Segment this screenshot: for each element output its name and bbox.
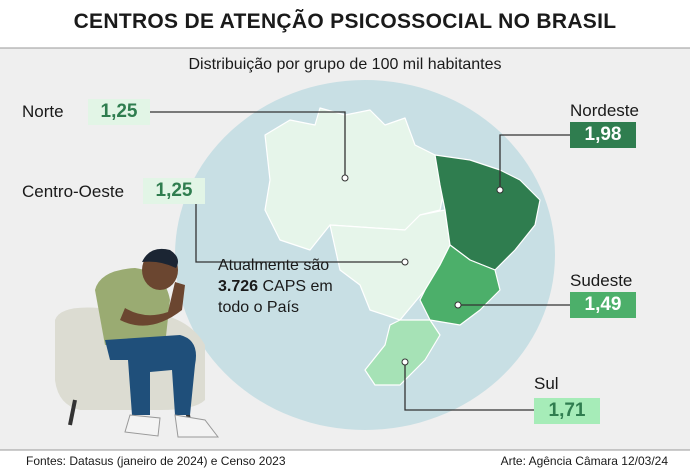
- region-name: Nordeste: [570, 101, 639, 120]
- title: CENTROS DE ATENÇÃO PSICOSSOCIAL NO BRASI…: [73, 10, 617, 33]
- note: Atualmente são 3.726 CAPS em todo o País: [218, 255, 368, 318]
- region-value: 1,98: [584, 124, 622, 145]
- value-box: [88, 99, 150, 125]
- legs: [105, 335, 196, 415]
- region-value: 1,25: [155, 180, 193, 201]
- dot: [496, 186, 504, 194]
- arm: [120, 282, 185, 326]
- value-box: [570, 122, 636, 148]
- region-value: 1,25: [100, 101, 138, 122]
- region-value: 1,49: [584, 294, 622, 315]
- leader: [499, 134, 570, 190]
- shoes: [124, 414, 220, 438]
- dot: [401, 358, 409, 366]
- dot: [341, 174, 349, 182]
- dot: [401, 258, 409, 266]
- credit: Arte: Agência Câmara 12/03/24: [500, 454, 668, 468]
- region-name: Centro-Oeste: [22, 182, 125, 201]
- value-box: [534, 398, 600, 424]
- region-value: 1,71: [548, 400, 586, 421]
- region-name: Sul: [534, 374, 559, 393]
- note-text: CAPS em todo o País: [218, 278, 333, 316]
- leader: [195, 204, 405, 263]
- hair: [142, 248, 178, 268]
- value-box: [143, 178, 205, 204]
- dot: [454, 301, 462, 309]
- subtitle: Distribuição por grupo de 100 mil habita…: [188, 56, 502, 73]
- source: Fontes: Datasus (janeiro de 2024) e Cens…: [26, 454, 286, 468]
- map: [264, 107, 541, 386]
- note-text: Atualmente são: [218, 257, 330, 274]
- note-number: 3.726: [218, 278, 259, 295]
- region-name: Norte: [22, 102, 64, 121]
- region-sul: [364, 319, 441, 386]
- person-illustration: [55, 248, 220, 438]
- leaders: [150, 111, 570, 411]
- leader: [404, 362, 540, 411]
- value-box: [570, 292, 636, 318]
- dots: [341, 174, 504, 366]
- leader: [150, 111, 346, 178]
- region-name: Sudeste: [570, 271, 633, 290]
